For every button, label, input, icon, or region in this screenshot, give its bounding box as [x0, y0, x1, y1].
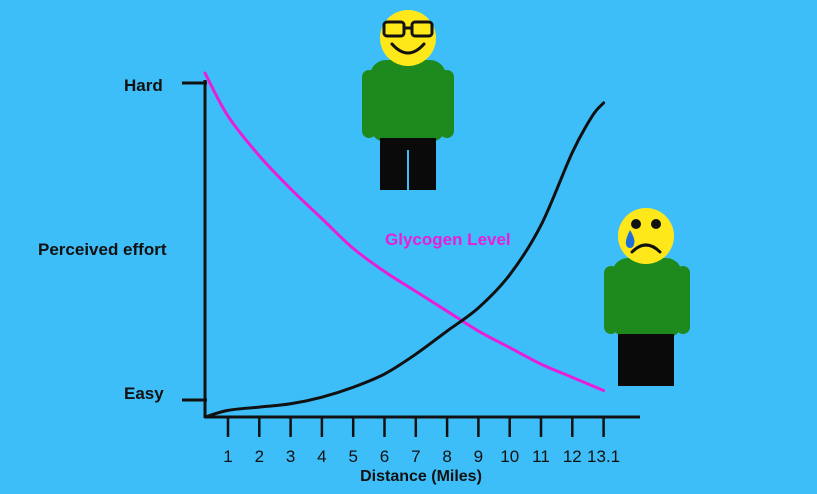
y-tick-label-hard: Hard [124, 76, 163, 95]
x-tick-label: 3 [286, 447, 295, 466]
glycogen-level-annotation: Glycogen Level [385, 230, 511, 249]
axes [182, 80, 640, 419]
x-tick-label: 8 [442, 447, 451, 466]
x-axis-label: Distance (Miles) [360, 468, 482, 485]
left-arm [604, 266, 618, 334]
x-tick-label: 10 [500, 447, 519, 466]
happy-face-icon [380, 10, 436, 66]
x-tick-label: 12 [563, 447, 582, 466]
x-tick-label: 1 [223, 447, 232, 466]
sad-runner-figure [604, 208, 690, 386]
x-tick-label: 4 [317, 447, 326, 466]
x-tick-label: 13.1 [587, 447, 620, 466]
shirt [612, 258, 682, 338]
tear-icon [625, 230, 635, 248]
happy-runner-figure [362, 10, 454, 190]
series-lines [203, 71, 606, 419]
sad-face-icon [618, 208, 674, 264]
left-arm [362, 70, 376, 138]
x-tick-label: 2 [255, 447, 264, 466]
x-tick-label: 5 [348, 447, 357, 466]
x-ticks: 1 2 3 4 5 6 7 8 9 10 11 12 13.1 [223, 417, 620, 466]
x-tick-label: 9 [474, 447, 483, 466]
series-line-glycogen-level [203, 71, 606, 393]
x-tick-label: 6 [380, 447, 389, 466]
shorts [618, 334, 674, 386]
series-line-perceived-effort [203, 101, 606, 419]
x-tick-label: 11 [532, 447, 550, 466]
shirt [370, 60, 446, 142]
y-tick-label-easy: Easy [124, 384, 164, 403]
y-axis-label: Perceived effort [38, 240, 167, 259]
right-arm [440, 70, 454, 138]
right-arm [676, 266, 690, 334]
x-tick-label: 7 [411, 447, 420, 466]
